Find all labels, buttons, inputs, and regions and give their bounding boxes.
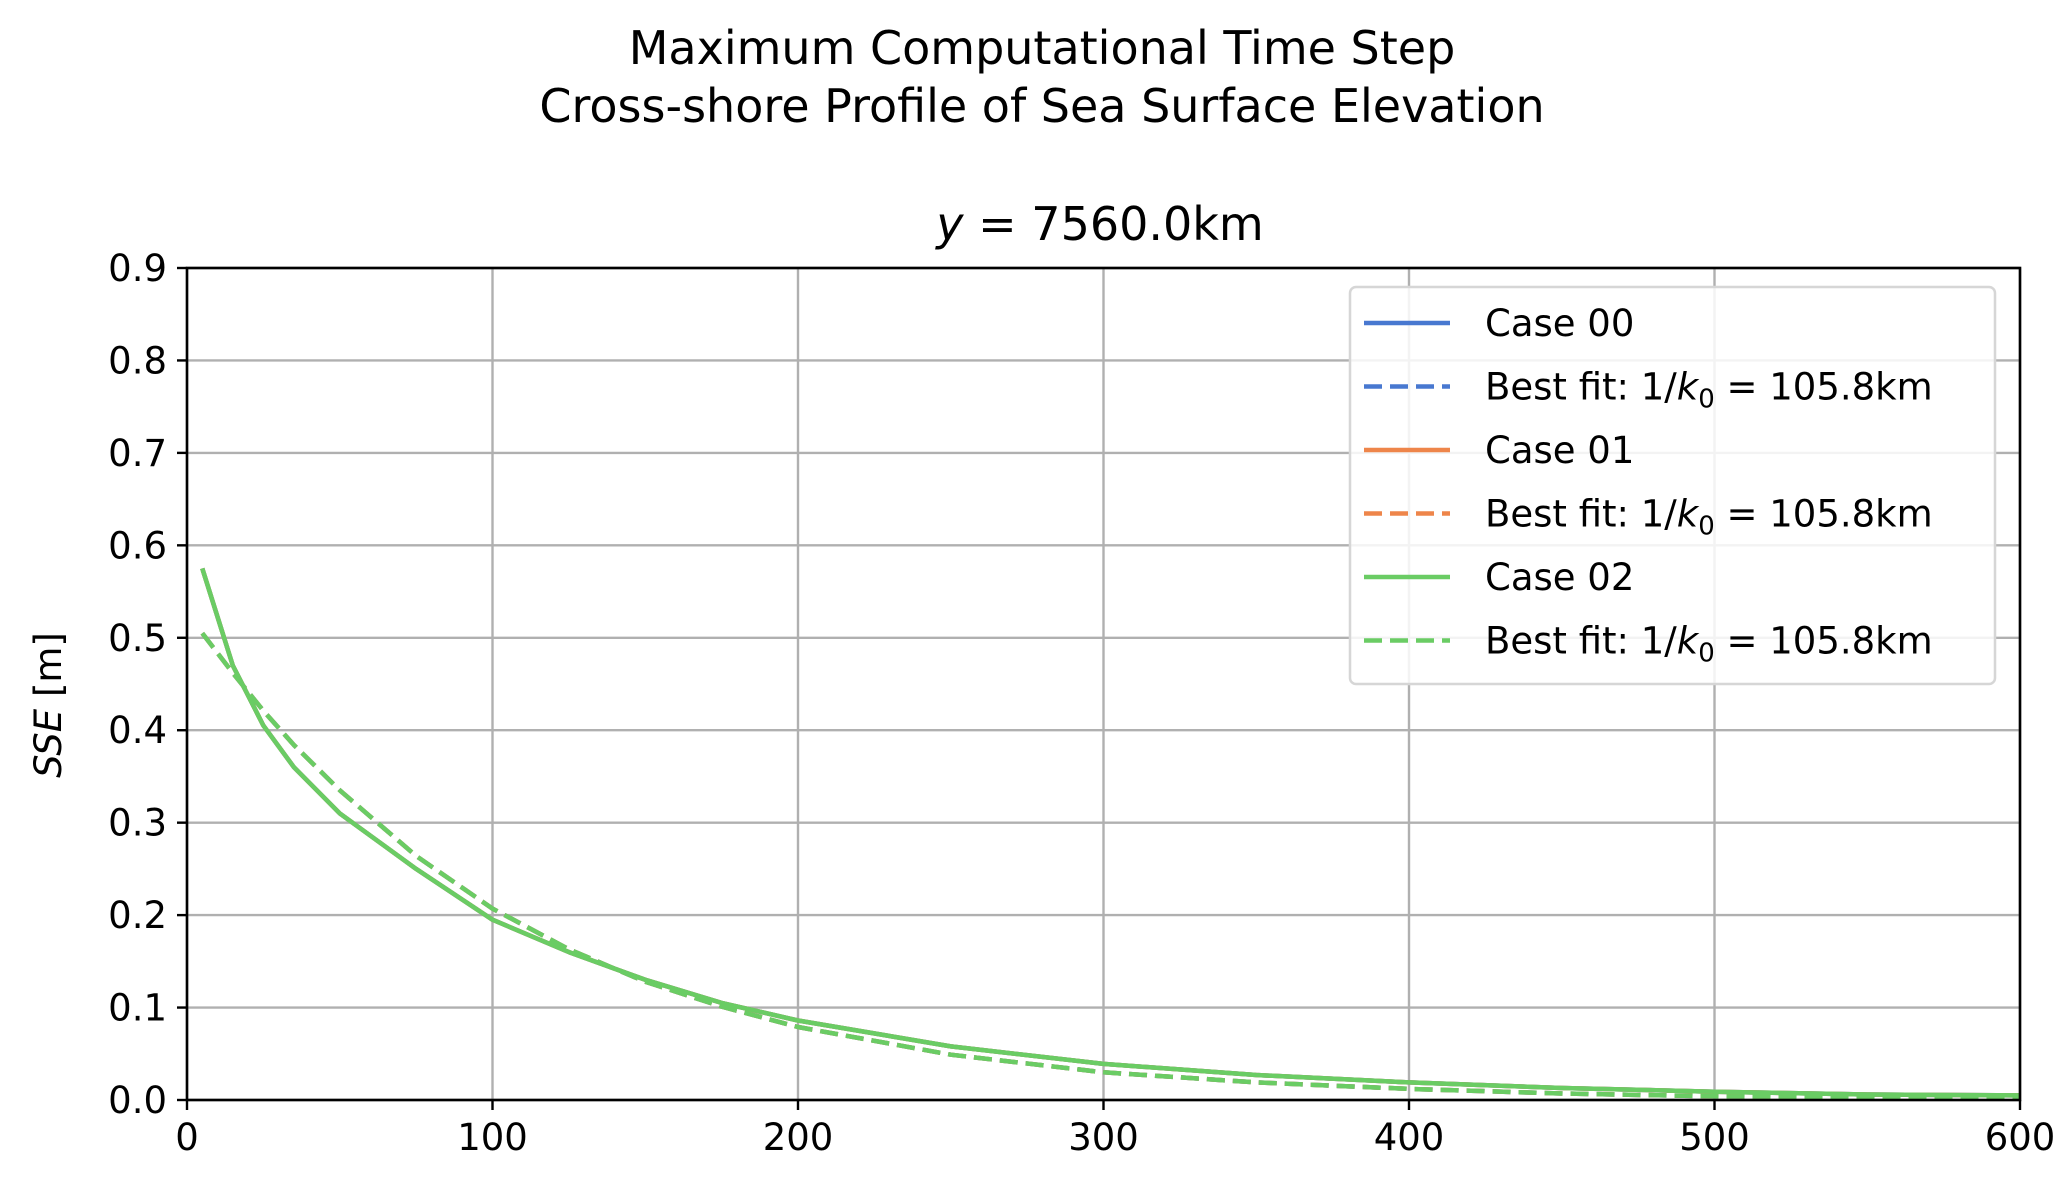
legend-box — [1348, 285, 1997, 686]
y-tick-label: 0.2 — [108, 894, 167, 937]
x-tick-label: 0 — [175, 1116, 199, 1159]
x-tick-label: 200 — [763, 1116, 834, 1159]
legend-label-5: Best fit: 1/k0 = 105.8km — [1485, 620, 1933, 669]
x-tick-label: 400 — [1374, 1116, 1445, 1159]
chart-title-value: = 7560.0km — [964, 197, 1264, 251]
y-axis-label-unit: [m] — [27, 632, 70, 709]
legend-label-4: Case 02 — [1485, 556, 1634, 599]
x-tick-label: 500 — [1679, 1116, 1750, 1159]
y-axis-label: SSE [m] — [27, 632, 70, 778]
x-tick-label: 600 — [1985, 1116, 2056, 1159]
legend: Case 00 Best fit: 1/k0 = 105.8km Case 01 Be… — [1348, 285, 1997, 686]
y-tick-label: 0.5 — [108, 617, 167, 660]
legend-label-2: Case 01 — [1485, 429, 1634, 472]
legend-label-3: Best fit: 1/k0 = 105.8km — [1485, 493, 1933, 542]
legend-label-0: Case 00 — [1485, 302, 1634, 345]
y-tick-label: 0.7 — [108, 432, 167, 475]
y-tick-label: 0.6 — [108, 524, 167, 567]
series-line-4 — [200, 567, 2020, 1098]
chart-suptitle-line-1: Maximum Computational Time Step — [629, 21, 1456, 75]
chart-title: y = 7560.0km — [934, 197, 1263, 251]
series-line-1 — [200, 631, 2020, 1100]
y-tick-label: 0.1 — [108, 987, 167, 1030]
chart-title-variable: y — [934, 197, 964, 251]
legend-label-1: Best fit: 1/k0 = 105.8km — [1485, 366, 1933, 415]
plot-series — [200, 567, 2020, 1100]
y-tick-label: 0.4 — [108, 709, 167, 752]
series-line-5 — [200, 631, 2020, 1100]
y-tick-label: 0.9 — [108, 247, 167, 290]
x-tick-label: 300 — [1068, 1116, 1139, 1159]
y-tick-label: 0.0 — [108, 1079, 167, 1122]
y-tick-label: 0.3 — [108, 802, 167, 845]
axis-ticks: 0 100 200 300 400 500 600 0.0 0.1 0.2 0.3 0.4 0.5 0.6… — [108, 247, 2055, 1159]
y-axis-label-variable: SSE — [27, 708, 70, 778]
x-tick-label: 100 — [457, 1116, 528, 1159]
y-tick-label: 0.8 — [108, 339, 167, 382]
chart-suptitle-line-2: Cross-shore Profile of Sea Surface Eleva… — [539, 79, 1544, 133]
series-line-3 — [200, 631, 2020, 1100]
